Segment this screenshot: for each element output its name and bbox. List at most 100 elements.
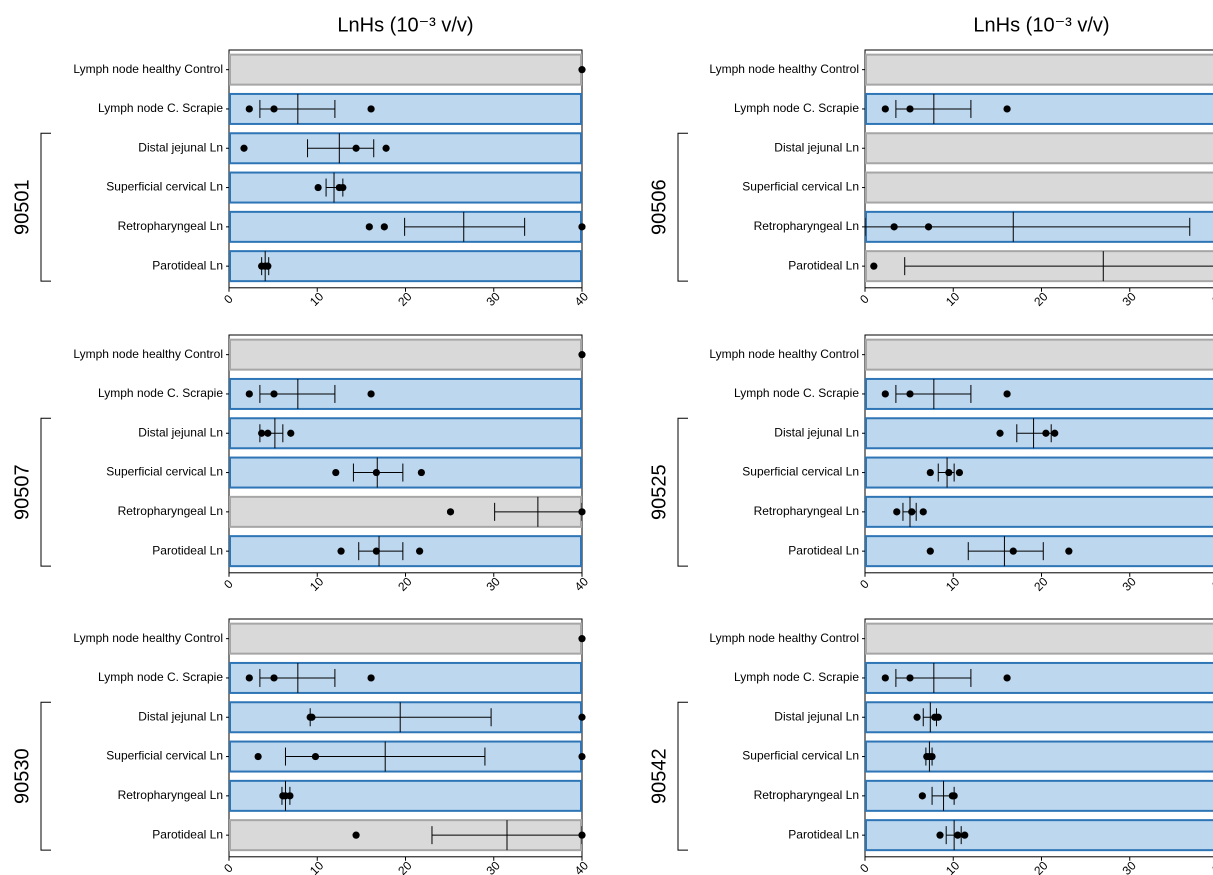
group-label: 90506 — [648, 179, 670, 235]
group-bracket — [677, 132, 688, 282]
data-point — [926, 547, 934, 555]
data-point — [578, 508, 586, 516]
data-point — [996, 429, 1004, 437]
data-point — [881, 674, 889, 682]
data-point — [928, 752, 936, 761]
x-tick-label: 10 — [943, 289, 963, 309]
data-point — [367, 390, 375, 398]
data-point — [936, 831, 944, 839]
data-point — [446, 508, 455, 516]
category-label: Lymph node healthy Control — [709, 347, 859, 361]
data-point — [926, 468, 934, 477]
data-point — [954, 831, 962, 839]
x-tick-label: 0 — [221, 861, 236, 875]
x-tick-label: 20 — [395, 574, 415, 594]
x-tick-label: 20 — [1031, 289, 1051, 309]
panel-title: LnHs (10⁻³ v/v) — [973, 14, 1109, 36]
category-label: Superficial cervical Ln — [106, 749, 223, 763]
data-point — [961, 831, 969, 839]
data-point — [945, 468, 953, 477]
x-tick-label: 40 — [572, 574, 592, 594]
x-tick-label: 30 — [1119, 574, 1139, 594]
data-point — [332, 468, 340, 477]
bar — [865, 495, 1213, 528]
x-tick-label: 20 — [395, 858, 415, 875]
data-point — [1051, 429, 1059, 437]
category-label: Distal jejunal Ln — [774, 425, 859, 439]
data-point — [578, 351, 586, 359]
category-label: Retropharyngeal Ln — [118, 219, 223, 233]
data-point — [913, 713, 921, 721]
category-label: Distal jejunal Ln — [138, 425, 223, 439]
panel-title: LnHs (10⁻³ v/v) — [337, 14, 473, 36]
data-point — [382, 144, 390, 152]
bar — [229, 535, 582, 568]
x-tick-label: 10 — [307, 574, 327, 594]
category-label: Lymph node healthy Control — [709, 62, 859, 76]
data-point — [1009, 547, 1017, 555]
group-label: 90501 — [11, 179, 33, 235]
data-point — [417, 468, 425, 477]
x-tick-label: 40 — [1208, 858, 1213, 875]
category-label: Parotideal Ln — [152, 827, 223, 841]
data-point — [367, 674, 375, 682]
data-point — [287, 429, 295, 437]
category-label: Superficial cervical Ln — [742, 465, 859, 479]
data-point — [881, 390, 889, 398]
category-label: Superficial cervical Ln — [742, 180, 859, 194]
data-point — [367, 105, 375, 113]
category-label: Parotideal Ln — [788, 258, 859, 272]
x-tick-label: 40 — [1208, 574, 1213, 594]
data-point — [893, 508, 901, 516]
data-point — [1065, 547, 1073, 555]
data-point — [955, 468, 964, 477]
data-point — [918, 792, 926, 800]
data-point — [578, 223, 586, 231]
category-label: Distal jejunal Ln — [774, 140, 859, 154]
x-tick-label: 30 — [1119, 858, 1139, 875]
data-point — [372, 468, 380, 477]
data-point — [578, 752, 586, 761]
data-point — [906, 105, 914, 113]
group-label: 90542 — [648, 748, 670, 804]
category-label: Lymph node healthy Control — [73, 631, 223, 645]
data-point — [337, 547, 345, 555]
data-point — [245, 674, 253, 682]
data-point — [314, 183, 322, 192]
category-label: Superficial cervical Ln — [106, 180, 223, 194]
x-tick-label: 40 — [572, 858, 592, 875]
x-tick-label: 10 — [307, 858, 327, 875]
bar — [865, 819, 1213, 852]
data-point — [870, 262, 878, 270]
x-tick-label: 30 — [483, 289, 503, 309]
group-bracket — [677, 701, 688, 851]
data-point — [380, 223, 388, 231]
data-point — [352, 831, 360, 839]
x-tick-label: 0 — [857, 292, 872, 307]
category-label: Lymph node C. Scrapie — [734, 101, 859, 115]
x-tick-label: 0 — [857, 577, 872, 592]
x-tick-label: 10 — [307, 289, 327, 309]
category-label: Distal jejunal Ln — [138, 709, 223, 723]
data-point — [365, 223, 373, 231]
bar — [865, 779, 1213, 812]
category-label: Lymph node C. Scrapie — [734, 670, 859, 684]
data-point — [919, 508, 927, 516]
x-tick-label: 10 — [943, 574, 963, 594]
category-label: Superficial cervical Ln — [742, 749, 859, 763]
data-point — [578, 831, 586, 839]
data-point — [286, 792, 294, 800]
data-point — [578, 635, 586, 643]
group-label: 90525 — [648, 464, 670, 520]
data-point — [1003, 390, 1011, 398]
category-label: Lymph node healthy Control — [73, 347, 223, 361]
data-point — [908, 508, 916, 516]
bar — [229, 53, 582, 86]
data-point — [906, 674, 914, 682]
x-tick-label: 40 — [1208, 289, 1213, 309]
category-label: Retropharyngeal Ln — [118, 788, 223, 802]
bar — [229, 456, 582, 489]
data-point — [372, 547, 380, 555]
data-point — [950, 792, 958, 800]
